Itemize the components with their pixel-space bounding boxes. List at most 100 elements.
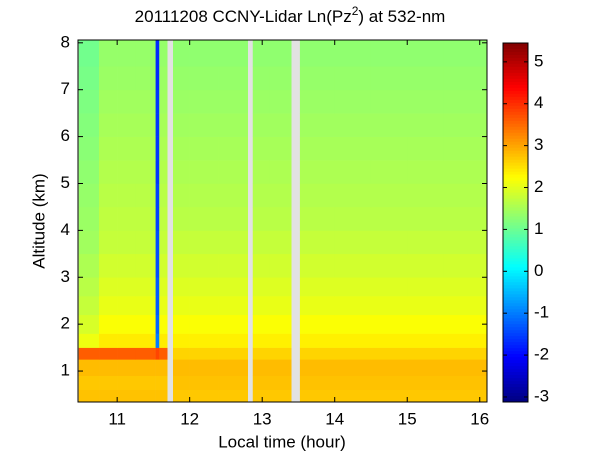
heatmap-cell xyxy=(189,347,219,360)
heatmap-cell xyxy=(269,160,292,184)
heatmap-cell xyxy=(117,89,136,114)
heatmap-cell xyxy=(78,389,100,403)
colorbar-segment xyxy=(503,300,528,304)
heatmap-cell xyxy=(155,359,160,377)
heatmap-cell xyxy=(334,296,372,316)
colorbar-segment xyxy=(503,318,528,322)
colorbar-segment xyxy=(503,123,528,128)
colorbar-segment xyxy=(503,312,528,316)
heatmap-cell xyxy=(407,160,444,184)
heatmap-cell xyxy=(135,347,154,360)
heatmap-cell xyxy=(334,359,372,377)
colorbar-segment xyxy=(503,204,528,209)
colorbar-segment xyxy=(503,162,528,167)
heatmap-cell xyxy=(135,136,154,161)
heatmap-cell xyxy=(269,66,292,91)
heatmap-cell xyxy=(443,183,488,208)
colorbar-segment xyxy=(503,87,528,92)
heatmap-cell xyxy=(117,230,136,255)
heatmap-cell xyxy=(78,136,100,161)
heatmap-cell xyxy=(159,389,168,403)
heatmap-cell xyxy=(334,40,372,67)
colorbar-segment xyxy=(503,333,528,337)
colorbar-segment xyxy=(503,120,528,125)
heatmap-cell xyxy=(117,136,136,161)
heatmap-cell xyxy=(172,253,190,278)
colorbar-segment xyxy=(503,54,528,59)
heatmap-cell xyxy=(218,89,248,114)
heatmap-cell xyxy=(159,230,168,255)
heatmap-cell xyxy=(299,206,336,231)
y-tick-label: 1 xyxy=(61,361,70,380)
heatmap-cell xyxy=(172,389,190,403)
heatmap-cell xyxy=(189,136,219,161)
heatmap-cell xyxy=(99,183,118,208)
heatmap-cell xyxy=(155,230,160,255)
heatmap-cell xyxy=(117,253,136,278)
heatmap-cell xyxy=(218,66,248,91)
heatmap-cell xyxy=(153,206,156,231)
heatmap-cell xyxy=(155,113,160,137)
heatmap-cell xyxy=(334,183,372,208)
heatmap-cell xyxy=(78,375,100,391)
heatmap-cell xyxy=(172,66,190,91)
heatmap-cell xyxy=(155,314,160,334)
colorbar-segment xyxy=(503,261,528,265)
colorbar-segment xyxy=(503,387,528,391)
heatmap-cell xyxy=(269,113,292,137)
colorbar-segment xyxy=(503,213,528,218)
heatmap-cell xyxy=(189,389,219,403)
colorbar-segment xyxy=(503,393,528,397)
colorbar-segment xyxy=(503,264,528,268)
heatmap-cell xyxy=(153,296,156,316)
heatmap-cell xyxy=(99,253,118,278)
heatmap-cell xyxy=(218,160,248,184)
heatmap-cell xyxy=(407,359,444,377)
heatmap-cell xyxy=(135,66,154,91)
heatmap-cell xyxy=(407,314,444,334)
heatmap-cell xyxy=(218,113,248,137)
heatmap-cell xyxy=(334,136,372,161)
heatmap-cell xyxy=(299,389,336,403)
heatmap-cell xyxy=(117,296,136,316)
colorbar-segment xyxy=(503,138,528,143)
heatmap-cell xyxy=(370,89,408,114)
heatmap-cell xyxy=(252,183,270,208)
heatmap-cell xyxy=(78,359,100,377)
heatmap-cell xyxy=(99,359,118,377)
heatmap-cell xyxy=(443,89,488,114)
colorbar-segment xyxy=(503,360,528,364)
heatmap-cell xyxy=(218,314,248,334)
colorbar-segment xyxy=(503,246,528,250)
colorbar-segment xyxy=(503,252,528,256)
heatmap-cell xyxy=(218,206,248,231)
heatmap-cell xyxy=(407,375,444,391)
y-tick-label: 8 xyxy=(61,32,70,51)
colorbar-segment xyxy=(503,249,528,253)
heatmap-cell xyxy=(299,66,336,91)
heatmap-cell xyxy=(334,89,372,114)
colorbar-segment xyxy=(503,315,528,319)
heatmap-cell xyxy=(99,347,118,360)
colorbar-segment xyxy=(503,207,528,212)
colorbar-segment xyxy=(503,303,528,307)
y-tick-label: 6 xyxy=(61,126,70,145)
heatmap-cell xyxy=(78,183,100,208)
heatmap-cell xyxy=(218,277,248,297)
colorbar-segment xyxy=(503,357,528,361)
colorbar-segment xyxy=(503,117,528,122)
colorbar-segment xyxy=(503,309,528,313)
heatmap-cell xyxy=(155,253,160,278)
colorbar-segment xyxy=(503,99,528,104)
colorbar-segment xyxy=(503,165,528,170)
heatmap-cell xyxy=(117,375,136,391)
colorbar-segment xyxy=(503,345,528,349)
heatmap-cell xyxy=(153,136,156,161)
heatmap-cell xyxy=(443,359,488,377)
colorbar-segment xyxy=(503,75,528,80)
colorbar-tick-label: 0 xyxy=(534,261,543,280)
colorbar-segment xyxy=(503,339,528,343)
heatmap-cell xyxy=(218,347,248,360)
heatmap-cell xyxy=(407,333,444,348)
colorbar-segment xyxy=(503,198,528,203)
